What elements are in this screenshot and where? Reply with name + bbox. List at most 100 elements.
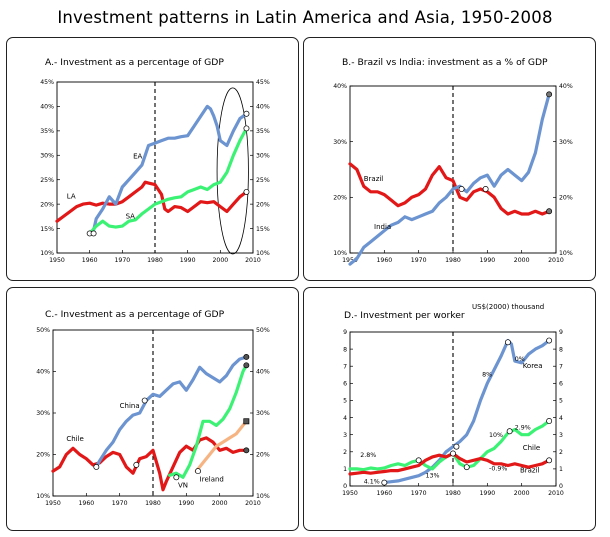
y-tick-label-right: 3 [559, 432, 563, 439]
series-label-ea: EA [133, 153, 142, 161]
x-tick-label: 2000 [212, 500, 228, 507]
panel-c: C.- Investment as a percentage of GDP 10… [6, 287, 299, 531]
y-tick-label-right: 15% [256, 226, 270, 233]
chart-d-title: D.- Investment per worker [344, 310, 465, 321]
series-label-vn: VN [178, 482, 188, 490]
data-point-marker [243, 354, 250, 360]
y-tick-label-right: 1 [559, 466, 563, 473]
y-tick-label-right: 35% [256, 128, 270, 135]
data-point-marker [458, 186, 465, 192]
y-tick-label-right: 25% [256, 177, 270, 184]
data-point-marker [504, 339, 511, 346]
y-tick-label-right: 7 [559, 363, 563, 370]
growth-rate-label: 2.9% [515, 425, 531, 432]
series-line-ireland [194, 419, 248, 473]
x-tick-label: 2000 [212, 257, 228, 264]
data-point-marker [195, 468, 201, 475]
growth-rate-label: 13% [426, 472, 440, 479]
series-label-korea: Korea [523, 362, 543, 370]
x-tick-label: 1990 [479, 257, 495, 264]
data-point-marker [243, 447, 250, 454]
series-line-ea [91, 104, 249, 236]
series-line-korea [382, 338, 551, 485]
x-tick-label: 1970 [114, 257, 130, 264]
y-tick-label-left: 40% [36, 369, 50, 376]
chart-a-title: A.- Investment as a percentage of GDP [45, 57, 224, 68]
data-point-marker [546, 337, 553, 344]
x-tick-label: 1990 [479, 490, 495, 497]
series-label-chile: Chile [523, 444, 541, 452]
series-label-ireland: Ireland [200, 475, 224, 483]
y-tick-label-right: 30% [256, 410, 270, 417]
data-point-marker [415, 457, 422, 464]
x-tick-label: 1970 [411, 257, 427, 264]
y-tick-label-left: 3 [343, 432, 347, 439]
x-tick-label: 1960 [78, 500, 94, 507]
y-tick-label-right: 10% [559, 250, 573, 257]
chart-b: 10% 10% 20% 20% 30% 30% 40% 40% 1950 1960 1970 1980… [333, 83, 573, 266]
y-tick-label-right: 0 [559, 483, 563, 490]
series-line-india [348, 92, 551, 266]
data-point-marker [450, 450, 456, 457]
x-tick-label: 1950 [342, 257, 358, 264]
x-tick-label: 2010 [245, 500, 261, 507]
series-line-vn [168, 363, 248, 479]
growth-rate-label: -0.9% [489, 466, 507, 473]
data-point-marker [90, 230, 97, 237]
panel-d: D.- Investment per worker US$(2000) thou… [303, 287, 596, 531]
panel-b: B.- Brazil vs India: investment as a % o… [303, 37, 596, 281]
data-point-marker [243, 188, 250, 195]
y-tick-label-left: 2 [343, 449, 347, 456]
data-point-marker [463, 464, 470, 471]
series-line-chile [51, 436, 248, 492]
y-tick-label-left: 8 [343, 346, 347, 353]
x-tick-label: 2000 [514, 490, 530, 497]
y-tick-label-left: 30% [36, 410, 50, 417]
data-point-marker [243, 110, 250, 117]
data-point-marker [243, 362, 250, 369]
y-tick-label-right: 2 [559, 449, 563, 456]
y-tick-label-right: 40% [256, 369, 270, 376]
y-tick-label-left: 10% [333, 250, 347, 257]
y-tick-label-left: 10% [40, 250, 54, 257]
y-tick-label-left: 1 [343, 466, 347, 473]
series-label-sa: SA [126, 212, 136, 220]
data-point-marker [93, 463, 100, 470]
series-line-brazil [348, 162, 551, 216]
chart-a: 10% 10% 15% 15% 20% 20% 25% 25% 30% 30% 35% 35% 40% 4… [40, 79, 270, 264]
data-point-marker [381, 479, 388, 486]
y-tick-label-right: 6 [559, 381, 563, 388]
x-tick-label: 2010 [548, 490, 564, 497]
series-label-la: LA [67, 192, 76, 200]
chart-c: 10% 10% 20% 20% 30% 30% 40% 40% 50% 50% 1950 1960 19… [36, 327, 270, 507]
x-tick-label: 1970 [112, 500, 128, 507]
series-label-chile: Chile [66, 435, 84, 443]
y-tick-label-left: 6 [343, 381, 347, 388]
y-tick-label-right: 8 [559, 346, 563, 353]
y-tick-label-left: 10% [36, 493, 50, 500]
y-tick-label-left: 9 [343, 329, 347, 336]
y-tick-label-right: 4 [559, 415, 563, 422]
growth-rate-label: 0% [515, 356, 525, 363]
x-tick-label: 1980 [145, 500, 161, 507]
y-tick-label-right: 10% [256, 250, 270, 257]
y-tick-label-left: 7 [343, 363, 347, 370]
data-point-marker [546, 418, 553, 424]
y-tick-label-left: 25% [40, 177, 54, 184]
series-line-la [55, 180, 249, 223]
y-tick-label-left: 0 [343, 483, 347, 490]
growth-rate-label: 10% [489, 432, 503, 439]
y-tick-label-right: 5 [559, 398, 563, 405]
highlight-ellipse [216, 87, 249, 255]
series-line-brazil [348, 451, 551, 476]
data-point-marker [546, 208, 553, 215]
page-title: Investment patterns in Latin America and… [57, 8, 553, 27]
y-tick-label-left: 30% [333, 139, 347, 146]
x-tick-label: 2000 [514, 257, 530, 264]
chart-c-title: C.- Investment as a percentage of GDP [45, 309, 225, 320]
y-tick-label-left: 4 [343, 415, 347, 422]
series-line-sa [88, 126, 249, 236]
x-tick-label: 1960 [82, 257, 98, 264]
growth-rate-label: 2.8% [360, 452, 376, 459]
x-tick-label: 1980 [147, 257, 163, 264]
